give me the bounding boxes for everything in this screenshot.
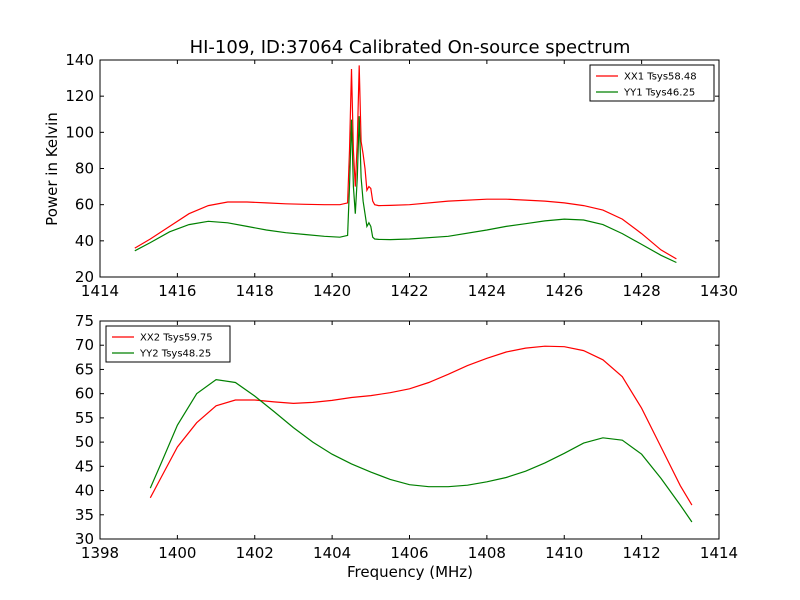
x-tick-label: 1422 bbox=[390, 282, 428, 300]
x-tick-label: 1406 bbox=[390, 544, 428, 562]
y-axis-label: Power in Kelvin bbox=[43, 112, 61, 226]
series-line-xx2 bbox=[149, 345, 693, 506]
top-panel: 1414 1416 1418 1420 1422 1424 1426 1428 1430 20 40… bbox=[65, 51, 738, 300]
x-tick-label: 1404 bbox=[313, 544, 351, 562]
x-tick-label: 1424 bbox=[468, 282, 506, 300]
y-tick-label: 40 bbox=[75, 482, 94, 500]
legend: XX2 Tsys59.75 YY2 Tsys48.25 bbox=[105, 325, 231, 363]
y-tick-label: 55 bbox=[75, 409, 94, 427]
x-tick-label: 1412 bbox=[623, 544, 661, 562]
series-line-yy2 bbox=[149, 378, 693, 523]
x-tick-label: 1414 bbox=[700, 544, 738, 562]
y-tick-label: 120 bbox=[65, 87, 94, 105]
y-tick-label: 140 bbox=[65, 51, 94, 69]
x-tick-label: 1398 bbox=[81, 544, 119, 562]
legend-entry-label: XX1 Tsys58.48 bbox=[624, 72, 697, 83]
y-tick-label: 60 bbox=[75, 196, 94, 214]
y-tick-label: 40 bbox=[75, 232, 94, 250]
x-tick-label: 1430 bbox=[700, 282, 738, 300]
y-tick-label: 60 bbox=[75, 385, 94, 403]
y-tick-label: 80 bbox=[75, 160, 94, 178]
x-tick-label: 1426 bbox=[545, 282, 583, 300]
y-tick-label: 30 bbox=[75, 530, 94, 548]
series-line-yy1 bbox=[134, 116, 677, 264]
legend-entry-label: YY1 Tsys46.25 bbox=[623, 88, 695, 99]
series-line-xx1 bbox=[134, 65, 677, 260]
y-tick-label: 75 bbox=[75, 312, 94, 330]
legend: XX1 Tsys58.48 YY1 Tsys46.25 bbox=[589, 64, 715, 102]
x-tick-label: 1428 bbox=[623, 282, 661, 300]
x-tick-label: 1408 bbox=[468, 544, 506, 562]
y-tick-label: 35 bbox=[75, 506, 94, 524]
legend-entry-label: YY2 Tsys48.25 bbox=[139, 349, 211, 360]
bottom-panel: 1398 1400 1402 1404 1406 1408 1410 1412 1414 30 35… bbox=[75, 312, 738, 562]
x-tick-label: 1410 bbox=[545, 544, 583, 562]
x-tick-label: 1418 bbox=[236, 282, 274, 300]
y-tick-label: 45 bbox=[75, 457, 94, 475]
legend-box bbox=[105, 325, 231, 363]
x-tick-label: 1402 bbox=[236, 544, 274, 562]
chart-title: HI-109, ID:37064 Calibrated On-source sp… bbox=[190, 37, 631, 58]
x-axis-label: Frequency (MHz) bbox=[347, 563, 473, 581]
x-tick-label: 1400 bbox=[158, 544, 196, 562]
y-tick-label: 50 bbox=[75, 433, 94, 451]
legend-box bbox=[589, 64, 715, 102]
y-tick-label: 65 bbox=[75, 360, 94, 378]
x-tick-label: 1414 bbox=[81, 282, 119, 300]
legend-entry-label: XX2 Tsys59.75 bbox=[140, 333, 213, 344]
x-tick-label: 1416 bbox=[158, 282, 196, 300]
x-tick-label: 1420 bbox=[313, 282, 351, 300]
y-tick-label: 20 bbox=[75, 268, 94, 286]
y-tick-label: 70 bbox=[75, 336, 94, 354]
y-tick-label: 100 bbox=[65, 123, 94, 141]
